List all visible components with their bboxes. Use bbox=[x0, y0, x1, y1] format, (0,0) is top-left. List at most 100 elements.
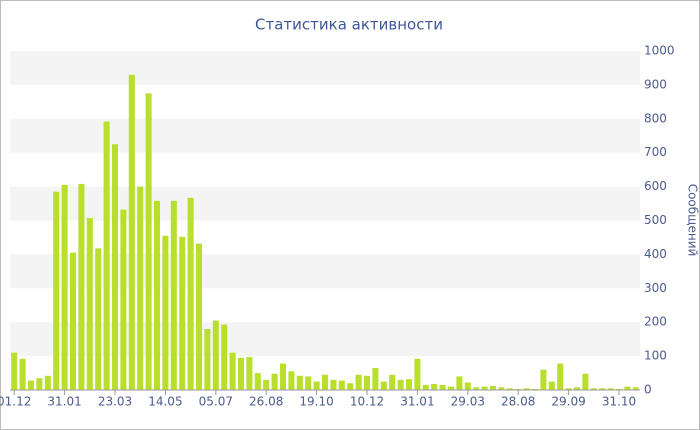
bar bbox=[137, 186, 144, 390]
bar bbox=[279, 363, 287, 390]
bar bbox=[515, 388, 522, 390]
y-tick-label: 700 bbox=[644, 145, 667, 159]
bar bbox=[481, 386, 488, 390]
bar bbox=[187, 197, 194, 390]
y-axis-label: Сообщений bbox=[686, 184, 700, 257]
bar bbox=[489, 385, 497, 390]
bar bbox=[120, 209, 127, 390]
bar bbox=[145, 93, 152, 390]
y-tick-label: 100 bbox=[644, 349, 667, 363]
bar bbox=[397, 379, 404, 390]
bar bbox=[565, 388, 572, 390]
bar bbox=[27, 380, 35, 390]
x-tick-label: 10.12 bbox=[350, 395, 384, 409]
bar bbox=[447, 386, 455, 390]
x-tick-label: 05.07 bbox=[199, 395, 233, 409]
bar bbox=[439, 384, 446, 390]
bar bbox=[19, 358, 26, 390]
bar bbox=[36, 378, 43, 390]
bar bbox=[548, 381, 555, 390]
bar bbox=[523, 388, 530, 390]
bar bbox=[422, 384, 429, 390]
bar bbox=[195, 243, 203, 390]
bar bbox=[624, 386, 631, 390]
bar bbox=[271, 373, 278, 390]
bar bbox=[506, 388, 513, 390]
bar bbox=[363, 375, 371, 390]
bar bbox=[95, 248, 102, 390]
bar bbox=[237, 357, 245, 390]
bar bbox=[288, 371, 295, 390]
bar bbox=[464, 382, 471, 390]
bar bbox=[456, 376, 463, 390]
x-tick-label: 23.03 bbox=[98, 395, 132, 409]
bar bbox=[103, 121, 110, 391]
x-tick-label: 19.10 bbox=[299, 395, 333, 409]
bar bbox=[61, 184, 68, 390]
y-tick-label: 0 bbox=[644, 383, 652, 397]
x-tick-label: 29.03 bbox=[451, 395, 485, 409]
y-tick-label: 500 bbox=[644, 213, 667, 227]
grid-band bbox=[10, 51, 640, 85]
bar bbox=[162, 235, 169, 390]
bar bbox=[69, 252, 77, 390]
bar bbox=[607, 388, 614, 390]
bar bbox=[153, 200, 161, 390]
y-tick-label: 200 bbox=[644, 315, 667, 329]
bar bbox=[78, 183, 85, 390]
x-tick-label: 26.08 bbox=[249, 395, 283, 409]
bar bbox=[212, 320, 219, 390]
bar bbox=[431, 383, 438, 390]
bar bbox=[615, 388, 623, 390]
y-tick-label: 600 bbox=[644, 179, 667, 193]
bar bbox=[229, 352, 236, 390]
bar bbox=[11, 352, 18, 390]
bar bbox=[321, 374, 329, 390]
bar bbox=[599, 388, 606, 390]
bar bbox=[44, 375, 51, 390]
bar bbox=[355, 374, 362, 390]
bar bbox=[573, 387, 581, 390]
bar bbox=[254, 373, 261, 390]
bar bbox=[405, 379, 413, 390]
x-tick-label: 31.10 bbox=[602, 395, 636, 409]
y-tick-label: 800 bbox=[644, 111, 667, 125]
y-tick-label: 900 bbox=[644, 77, 667, 91]
bar bbox=[414, 358, 421, 390]
bar bbox=[128, 74, 135, 390]
bar bbox=[263, 379, 270, 390]
bar bbox=[170, 200, 177, 390]
bar bbox=[531, 388, 539, 390]
y-tick-label: 1000 bbox=[644, 44, 675, 58]
x-tick-label: 29.09 bbox=[551, 395, 585, 409]
bar bbox=[204, 328, 211, 390]
x-tick-label: 01.12 bbox=[0, 395, 31, 409]
bar bbox=[330, 379, 337, 390]
bar bbox=[372, 367, 379, 390]
bar bbox=[179, 236, 186, 390]
y-tick-label: 300 bbox=[644, 281, 667, 295]
x-tick-label: 31.01 bbox=[400, 395, 434, 409]
bar bbox=[389, 374, 396, 390]
bar bbox=[557, 363, 564, 390]
bar bbox=[590, 388, 597, 390]
x-tick-label: 31.01 bbox=[47, 395, 81, 409]
bar bbox=[380, 381, 387, 390]
bar bbox=[498, 387, 505, 390]
bar bbox=[53, 191, 60, 390]
bar bbox=[305, 376, 312, 390]
y-tick-label: 400 bbox=[644, 247, 667, 261]
x-tick-label: 14.05 bbox=[148, 395, 182, 409]
bar bbox=[313, 381, 320, 390]
bar bbox=[582, 373, 589, 390]
bar bbox=[540, 369, 547, 390]
x-tick-label: 28.08 bbox=[501, 395, 535, 409]
bar bbox=[296, 375, 303, 390]
bar bbox=[632, 387, 639, 390]
bar bbox=[246, 357, 253, 390]
bar bbox=[221, 324, 228, 390]
bar bbox=[473, 387, 480, 390]
bar bbox=[338, 380, 345, 390]
bar bbox=[86, 218, 93, 390]
